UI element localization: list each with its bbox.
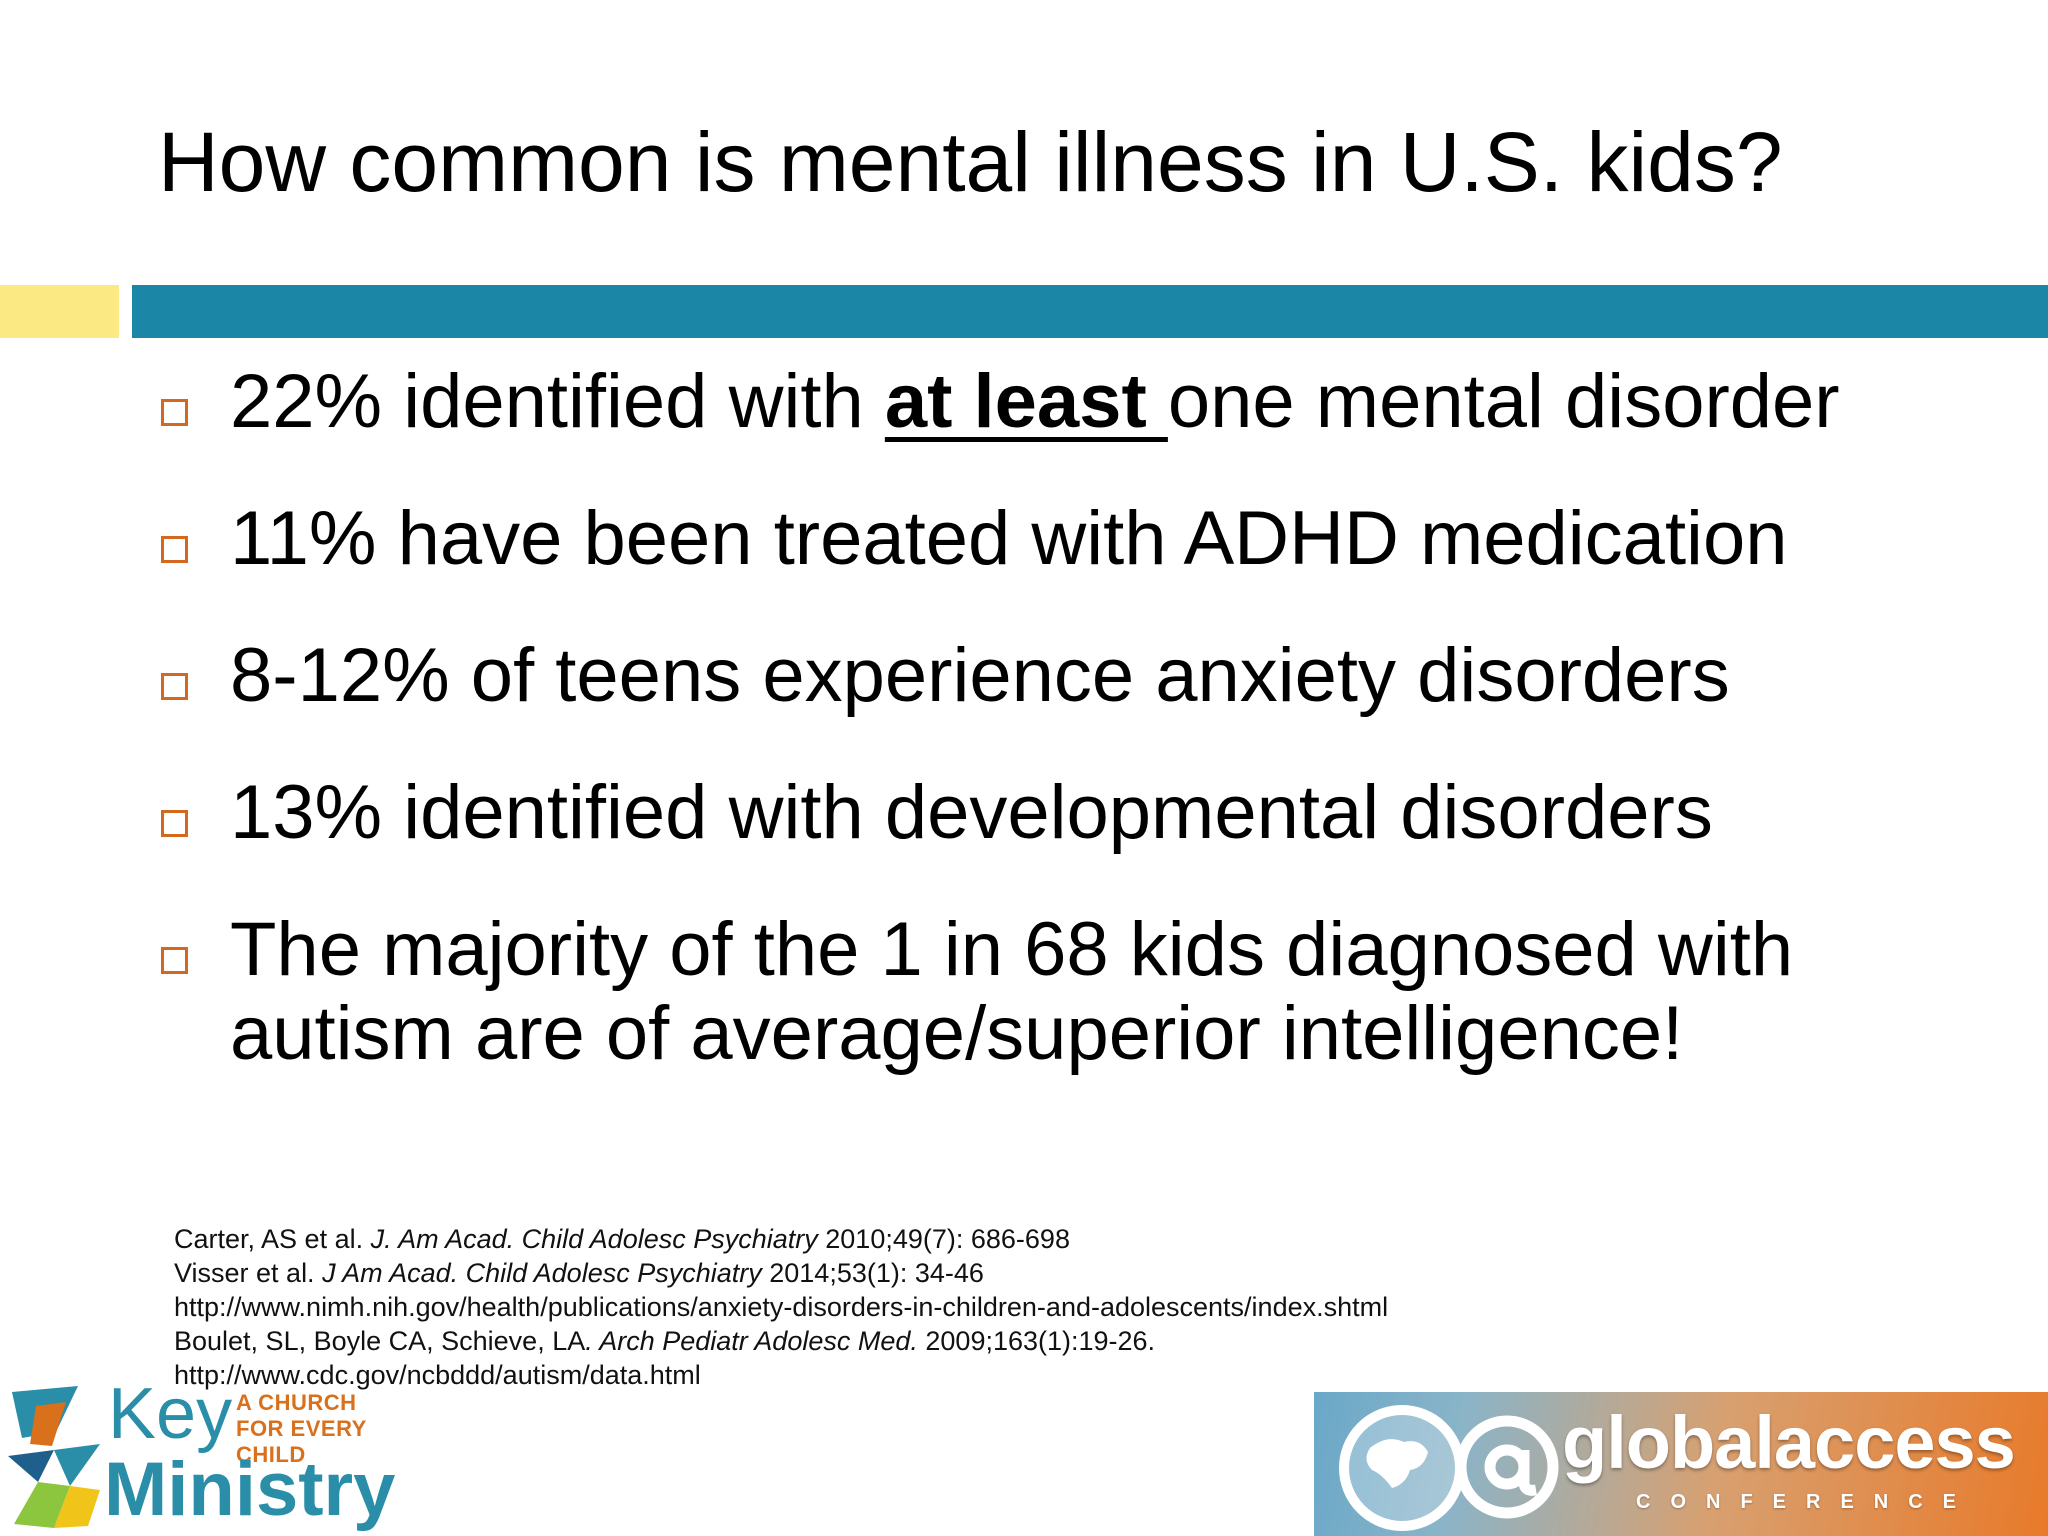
key-ministry-logo: Key A CHURCH FOR EVERY CHILD Ministry <box>8 1378 408 1532</box>
bullet-list: 22% identified with at least one mental … <box>158 360 2028 1129</box>
reference-journal: J. Am Acad. Child Adolesc Psychiatry <box>370 1224 818 1254</box>
slide-title: How common is mental illness in U.S. kid… <box>158 115 1783 209</box>
reference-item: Boulet, SL, Boyle CA, Schieve, LA. Arch … <box>174 1324 1388 1358</box>
bullet-text-emphasis: at least <box>884 359 1168 444</box>
key-ministry-tagline: A CHURCH FOR EVERY CHILD <box>236 1390 408 1468</box>
square-bullet-icon <box>161 536 188 563</box>
reference-authors: Boulet, SL, Boyle CA, Schieve, LA <box>174 1326 586 1356</box>
globe-icon <box>1339 1405 1465 1531</box>
key-ministry-mark-icon <box>8 1386 100 1528</box>
reference-journal: J Am Acad. Child Adolesc Psychiatry <box>322 1258 762 1288</box>
bullet-text-line1: The majority of the 1 in 68 kids diagnos… <box>230 907 1794 992</box>
reference-url: http://www.nimh.nih.gov/health/publicati… <box>174 1292 1389 1322</box>
reference-item: Visser et al. J Am Acad. Child Adolesc P… <box>174 1256 1388 1290</box>
square-bullet-icon <box>161 673 188 700</box>
reference-item: http://www.cdc.gov/ncbddd/autism/data.ht… <box>174 1358 1388 1392</box>
bullet-item: 22% identified with at least one mental … <box>158 360 2028 444</box>
key-ministry-logo-word-key: Key <box>108 1374 233 1454</box>
title-accent-bar-yellow <box>0 285 119 338</box>
reference-details: 2014;53(1): 34-46 <box>761 1258 984 1288</box>
reference-url: http://www.cdc.gov/ncbddd/autism/data.ht… <box>174 1360 701 1390</box>
bullet-text-before: 22% identified with <box>230 359 885 444</box>
reference-item: http://www.nimh.nih.gov/health/publicati… <box>174 1290 1388 1324</box>
reference-item: Carter, AS et al. J. Am Acad. Child Adol… <box>174 1222 1388 1256</box>
references: Carter, AS et al. J. Am Acad. Child Adol… <box>174 1222 1388 1392</box>
tagline-line: FOR EVERY CHILD <box>236 1416 367 1467</box>
square-bullet-icon <box>161 810 188 837</box>
reference-journal: . Arch Pediatr Adolesc Med. <box>585 1326 918 1356</box>
global-access-logo-subword: CONFERENCE <box>1636 1491 1977 1513</box>
at-sign-icon <box>1455 1415 1559 1519</box>
bullet-item: 13% identified with developmental disord… <box>158 771 2028 855</box>
reference-details: 2009;163(1):19-26. <box>917 1326 1156 1356</box>
bullet-text: 8-12% of teens experience anxiety disord… <box>230 633 1730 718</box>
reference-details: 2010;49(7): 686-698 <box>817 1224 1070 1254</box>
tagline-line: A CHURCH <box>236 1390 357 1415</box>
key-ministry-logo-word-ministry: Ministry <box>104 1447 396 1532</box>
global-access-logo: globalaccess CONFERENCE <box>1314 1392 2048 1536</box>
square-bullet-icon <box>161 947 188 974</box>
bullet-text: 11% have been treated with ADHD medicati… <box>230 496 1788 581</box>
bullet-item: The majority of the 1 in 68 kids diagnos… <box>158 908 2028 1076</box>
bullet-text: 13% identified with developmental disord… <box>230 770 1713 855</box>
global-access-logo-word: globalaccess <box>1562 1401 2016 1484</box>
title-accent-bar-blue <box>132 285 2048 338</box>
bullet-item: 11% have been treated with ADHD medicati… <box>158 497 2028 581</box>
bullet-text-after: one mental disorder <box>1167 359 1840 444</box>
square-bullet-icon <box>161 399 188 426</box>
reference-authors: Carter, AS et al. <box>174 1224 371 1254</box>
reference-authors: Visser et al. <box>174 1258 323 1288</box>
bullet-item: 8-12% of teens experience anxiety disord… <box>158 634 2028 718</box>
bullet-text-line2: autism are of average/superior intellige… <box>230 991 1684 1076</box>
